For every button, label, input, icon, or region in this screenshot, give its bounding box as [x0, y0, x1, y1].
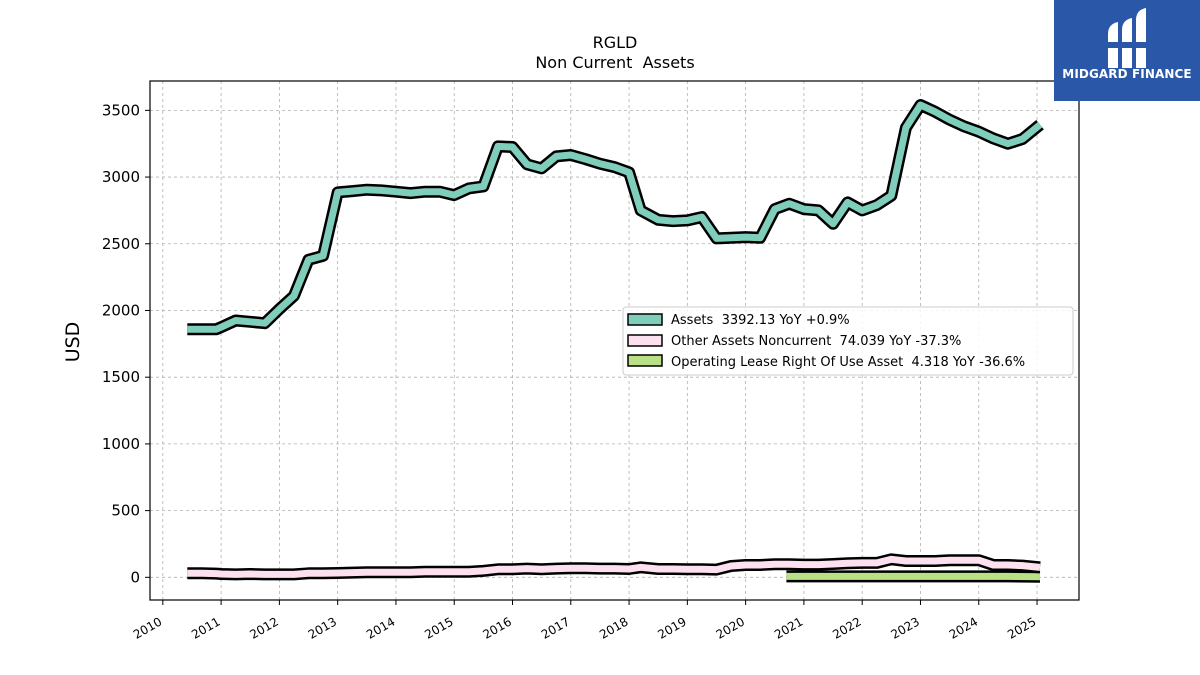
y-tick-label: 3000: [102, 168, 140, 186]
brand-name: MIDGARD FINANCE: [1062, 67, 1192, 81]
series-other-assets-noncurrent: [187, 553, 1041, 581]
x-tick-label: 2020: [714, 614, 747, 641]
x-tick-label: 2025: [1005, 614, 1038, 641]
y-tick-label: 500: [111, 502, 140, 520]
x-tick-label: 2017: [539, 614, 572, 641]
x-tick-label: 2011: [189, 614, 222, 641]
legend-swatch-operating-lease: [627, 354, 663, 367]
series-line: [187, 101, 1043, 333]
y-tick-label: 3500: [102, 101, 140, 119]
x-tick-label: 2013: [306, 614, 339, 641]
legend-swatch-other-assets: [627, 334, 663, 347]
brand-logo: MIDGARD FINANCE: [1054, 0, 1200, 101]
x-tick-label: 2016: [481, 614, 514, 641]
x-tick-label: 2012: [247, 614, 280, 641]
y-tick-label: 2500: [102, 235, 140, 253]
x-tick-label: 2014: [364, 614, 397, 641]
y-tick-label: 0: [130, 568, 140, 586]
y-tick-label: 2000: [102, 301, 140, 319]
series-outline: [187, 99, 1044, 336]
x-tick-label: 2021: [772, 614, 805, 641]
legend-label-assets: Assets 3392.13 YoY +0.9%: [671, 313, 850, 328]
plot-frame: [149, 80, 1080, 601]
x-tick-label: 2018: [597, 614, 630, 641]
x-tick-label: 2015: [422, 614, 455, 641]
midgard-logo-icon: [1104, 8, 1150, 68]
series-assets: [187, 99, 1044, 336]
series-layer: [187, 99, 1044, 583]
y-tick-label: 1000: [102, 435, 140, 453]
legend-label-other-assets: Other Assets Noncurrent 74.039 YoY -37.3…: [671, 334, 961, 349]
chart-subtitle: Non Current Assets: [535, 53, 694, 72]
legend: Assets 3392.13 YoY +0.9% Other Assets No…: [622, 306, 1074, 376]
x-tick-label: 2010: [131, 614, 164, 641]
x-tick-label: 2022: [830, 614, 863, 641]
legend-swatch-assets: [627, 313, 663, 326]
series-line: [187, 555, 1041, 578]
y-tick-label: 1500: [102, 368, 140, 386]
x-tick-label: 2019: [655, 614, 688, 641]
x-tick-label: 2023: [889, 614, 922, 641]
legend-box: [622, 306, 1074, 376]
y-axis-label: USD: [62, 322, 84, 363]
x-tick-label: 2024: [947, 614, 980, 641]
legend-label-operating-lease: Operating Lease Right Of Use Asset 4.318…: [671, 355, 1025, 370]
chart-title: RGLD: [593, 33, 638, 52]
